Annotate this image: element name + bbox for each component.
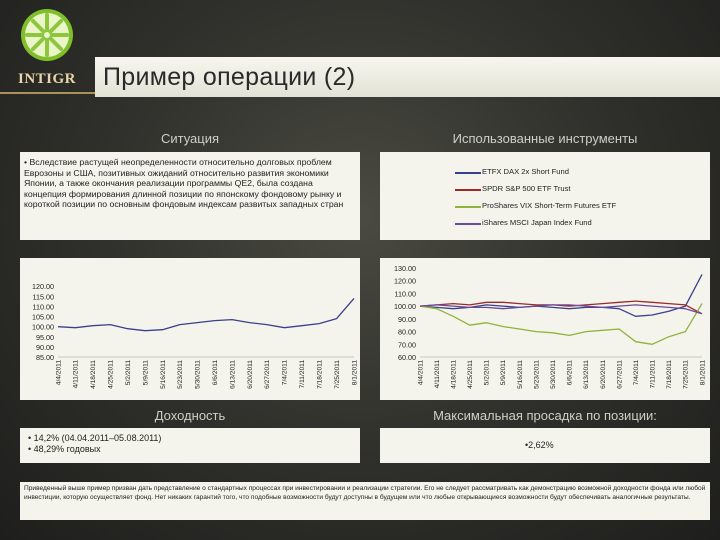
legend-item-dax: ETFX DAX 2x Short Fund [482, 167, 569, 176]
x-tick-label: 6/6/2011 [212, 360, 219, 386]
legend-item-spdr: SPDR S&P 500 ETF Trust [482, 184, 571, 193]
y-tick-label: 100.00 [394, 302, 416, 311]
x-tick-label: 7/11/2011 [650, 360, 657, 389]
drawdown-box [380, 428, 710, 463]
x-tick-label: 7/4/2011 [633, 360, 640, 386]
x-tick-label: 4/11/2011 [73, 360, 80, 389]
x-tick-label: 5/30/2011 [550, 360, 557, 389]
instruments-heading: Использованные инструменты [452, 131, 638, 146]
y-tick-label: 120.00 [394, 277, 416, 286]
logo-lime-icon [21, 9, 73, 61]
x-tick-label: 6/20/2011 [600, 360, 607, 389]
legend-item-vix: ProShares VIX Short-Term Futures ETF [482, 201, 617, 210]
legend-line-japan [455, 223, 481, 225]
y-tick-label: 85.00 [36, 353, 54, 362]
x-tick-label: 7/25/2011 [683, 360, 690, 389]
instruments-box [380, 152, 710, 240]
legend-line-vix [455, 206, 481, 208]
x-tick-label: 8/1/2011 [699, 360, 706, 386]
chart-left-box [20, 258, 360, 400]
situation-heading: Ситуация [160, 131, 220, 146]
x-tick-label: 5/9/2011 [142, 360, 149, 386]
x-tick-label: 6/13/2011 [583, 360, 590, 389]
x-tick-label: 5/30/2011 [195, 360, 202, 389]
title-band [95, 57, 720, 97]
yield-line-1: • 14,2% (04.04.2011–05.08.2011) [28, 433, 162, 443]
y-tick-label: 110.00 [395, 289, 416, 298]
y-tick-label: 105.00 [32, 313, 54, 322]
yield-heading: Доходность [154, 408, 226, 423]
x-tick-label: 7/18/2011 [666, 360, 673, 389]
x-tick-label: 5/9/2011 [500, 360, 507, 386]
disclaimer-text: Приведенный выше пример призван дать пре… [24, 485, 706, 501]
x-tick-label: 5/2/2011 [484, 360, 491, 386]
x-tick-label: 5/23/2011 [533, 360, 540, 389]
series-line-3 [419, 304, 703, 315]
x-tick-label: 6/27/2011 [616, 360, 623, 389]
y-tick-label: 130.00 [394, 264, 416, 273]
x-tick-label: 4/25/2011 [467, 360, 474, 389]
x-tick-label: 4/11/2011 [434, 360, 441, 389]
situation-text: • Вследствие растущей неопределенности о… [24, 157, 344, 210]
series-line-0 [419, 274, 703, 317]
chart-right-box [380, 258, 710, 400]
y-tick-label: 70.00 [398, 340, 416, 349]
y-tick-label: 80.00 [398, 328, 416, 337]
series-line-2 [419, 303, 703, 345]
instruments-chart: 60.00 70.00 80.00 90.00 100.00 110.00 120.00 13… [394, 264, 706, 389]
x-tick-label: 4/4/2011 [417, 360, 424, 386]
logo-text: INTIGR [17, 71, 76, 87]
legend-line-dax [455, 172, 481, 174]
legend-line-spdr [455, 189, 481, 191]
x-tick-label: 7/4/2011 [282, 360, 289, 386]
x-tick-label: 5/16/2011 [517, 360, 524, 389]
slide-title: Пример операции (2) [103, 63, 356, 91]
x-tick-label: 7/25/2011 [334, 360, 341, 389]
x-tick-label: 4/4/2011 [55, 360, 62, 386]
y-tick-label: 90.00 [398, 315, 416, 324]
x-tick-label: 5/2/2011 [125, 360, 132, 386]
y-tick-label: 95.00 [36, 333, 54, 342]
x-tick-label: 5/16/2011 [160, 360, 167, 389]
yield-line-2: • 48,29% годовых [28, 444, 101, 454]
x-tick-label: 4/18/2011 [90, 360, 97, 389]
y-tick-label: 100.00 [32, 323, 54, 332]
legend-item-japan: iShares MSCI Japan Index Fund [482, 218, 592, 227]
x-tick-label: 7/18/2011 [316, 360, 323, 389]
x-tick-label: 6/27/2011 [264, 360, 271, 389]
y-tick-label: 60.00 [398, 353, 416, 362]
x-tick-label: 7/11/2011 [299, 360, 306, 389]
logo-divider [0, 92, 95, 94]
x-tick-label: 5/23/2011 [177, 360, 184, 389]
drawdown-value: •2,62% [525, 440, 554, 450]
y-tick-label: 90.00 [36, 343, 54, 352]
x-tick-label: 8/1/2011 [351, 360, 358, 386]
y-tick-label: 120.00 [32, 282, 54, 291]
y-tick-label: 115.00 [33, 292, 54, 301]
yield-box [20, 428, 360, 463]
series-line-0 [57, 297, 355, 332]
drawdown-heading: Максимальная просадка по позиции: [433, 408, 657, 423]
x-tick-label: 6/6/2011 [567, 360, 574, 386]
x-tick-label: 6/13/2011 [229, 360, 236, 389]
x-tick-label: 6/20/2011 [247, 360, 254, 389]
x-tick-label: 4/25/2011 [108, 360, 115, 389]
disclaimer-box [20, 482, 710, 520]
x-tick-label: 4/18/2011 [450, 360, 457, 389]
situation-box [20, 152, 360, 240]
y-tick-label: 110.00 [33, 302, 54, 311]
